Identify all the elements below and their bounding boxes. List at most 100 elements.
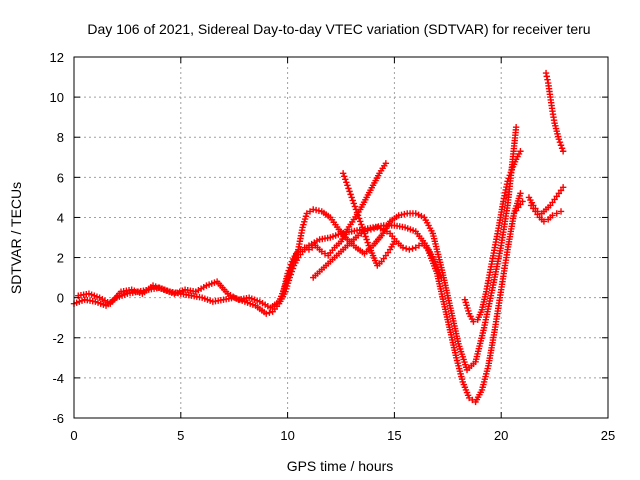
data-marker (362, 233, 369, 240)
data-marker (351, 203, 359, 210)
data-point (412, 244, 419, 251)
data-marker (544, 76, 551, 83)
data-point (540, 218, 548, 225)
data-marker (418, 212, 425, 220)
data-point (549, 212, 556, 219)
plot-frame (73, 56, 609, 419)
y-tick-label: -4 (52, 371, 64, 386)
data-marker (308, 244, 316, 251)
data-point (303, 210, 311, 217)
data-point (348, 194, 355, 201)
data-point (380, 226, 387, 233)
data-marker (558, 145, 566, 152)
data-point (504, 178, 511, 185)
data-marker (353, 209, 361, 216)
data-marker (507, 169, 515, 176)
data-point (470, 318, 477, 325)
data-point (339, 170, 347, 177)
data-marker (321, 250, 329, 257)
data-point (367, 226, 375, 233)
data-marker (346, 188, 353, 195)
data-points (70, 69, 567, 406)
y-tick-label: -2 (52, 331, 64, 346)
y-axis-label: SDTVAR / TECUs (8, 182, 24, 294)
y-tick-label: -6 (52, 411, 64, 426)
data-marker (306, 208, 314, 215)
data-marker (415, 242, 423, 249)
x-tick-label: 20 (494, 428, 508, 443)
data-point (519, 198, 526, 205)
data-point (406, 246, 413, 253)
data-marker (363, 236, 370, 243)
y-tick-label: 4 (57, 210, 64, 225)
data-point (374, 224, 381, 231)
data-point (263, 310, 270, 317)
data-point (344, 182, 351, 189)
data-marker (377, 225, 384, 232)
data-point (318, 248, 325, 255)
series-2 (280, 160, 390, 295)
data-marker (342, 176, 349, 183)
data-marker (415, 211, 422, 218)
data-point (357, 218, 364, 225)
data-marker (286, 264, 293, 271)
data-marker (285, 267, 292, 274)
chart-title: Day 106 of 2021, Sidereal Day-to-day VTE… (87, 21, 590, 37)
data-point (517, 190, 524, 197)
data-point (517, 148, 524, 155)
data-point (555, 136, 563, 143)
series-9 (510, 198, 526, 217)
data-marker (383, 228, 391, 235)
data-marker (364, 239, 371, 246)
data-marker (358, 230, 365, 237)
data-point (557, 142, 565, 149)
y-tick-label: 12 (50, 50, 64, 65)
data-point (399, 244, 407, 251)
series-4 (310, 224, 445, 281)
x-tick-label: 10 (280, 428, 294, 443)
data-marker (505, 175, 512, 182)
series-3 (339, 170, 398, 269)
data-marker (370, 225, 378, 232)
series-8 (542, 69, 567, 155)
data-marker (364, 227, 371, 234)
data-marker (354, 212, 362, 219)
data-marker (506, 172, 513, 179)
data-marker (543, 73, 550, 80)
data-point (553, 210, 560, 217)
data-point (559, 184, 567, 191)
x-axis-label: GPS time / hours (287, 458, 394, 474)
data-point (559, 148, 567, 155)
x-tick-label: 15 (387, 428, 401, 443)
data-point (412, 210, 419, 217)
data-marker (347, 191, 354, 198)
data-marker (409, 245, 416, 252)
data-point (301, 244, 308, 251)
data-point (361, 228, 368, 235)
x-tick-label: 25 (601, 428, 615, 443)
data-point (352, 206, 360, 213)
data-marker (358, 221, 365, 228)
data-point (512, 123, 520, 131)
y-tick-label: 10 (50, 90, 64, 105)
data-point (557, 208, 565, 215)
series-1 (75, 123, 520, 374)
data-marker (350, 200, 358, 207)
data-point (465, 394, 473, 402)
series-5 (461, 148, 524, 325)
axis-ticks: 0 5 10 15 20 25 -6 -4 -2 0 2 4 6 8 10 12 (50, 50, 616, 443)
data-point (284, 270, 291, 277)
data-marker (343, 179, 350, 186)
data-point (297, 246, 304, 253)
data-marker (359, 224, 366, 231)
y-tick-label: 8 (57, 130, 64, 145)
data-marker (556, 139, 564, 146)
data-point (354, 232, 362, 239)
data-marker (287, 261, 295, 268)
y-tick-label: 2 (57, 251, 64, 266)
data-point (382, 160, 390, 167)
grid-lines (74, 57, 608, 418)
data-point (305, 246, 313, 253)
y-tick-label: 0 (57, 291, 64, 306)
y-tick-label: 6 (57, 170, 64, 185)
